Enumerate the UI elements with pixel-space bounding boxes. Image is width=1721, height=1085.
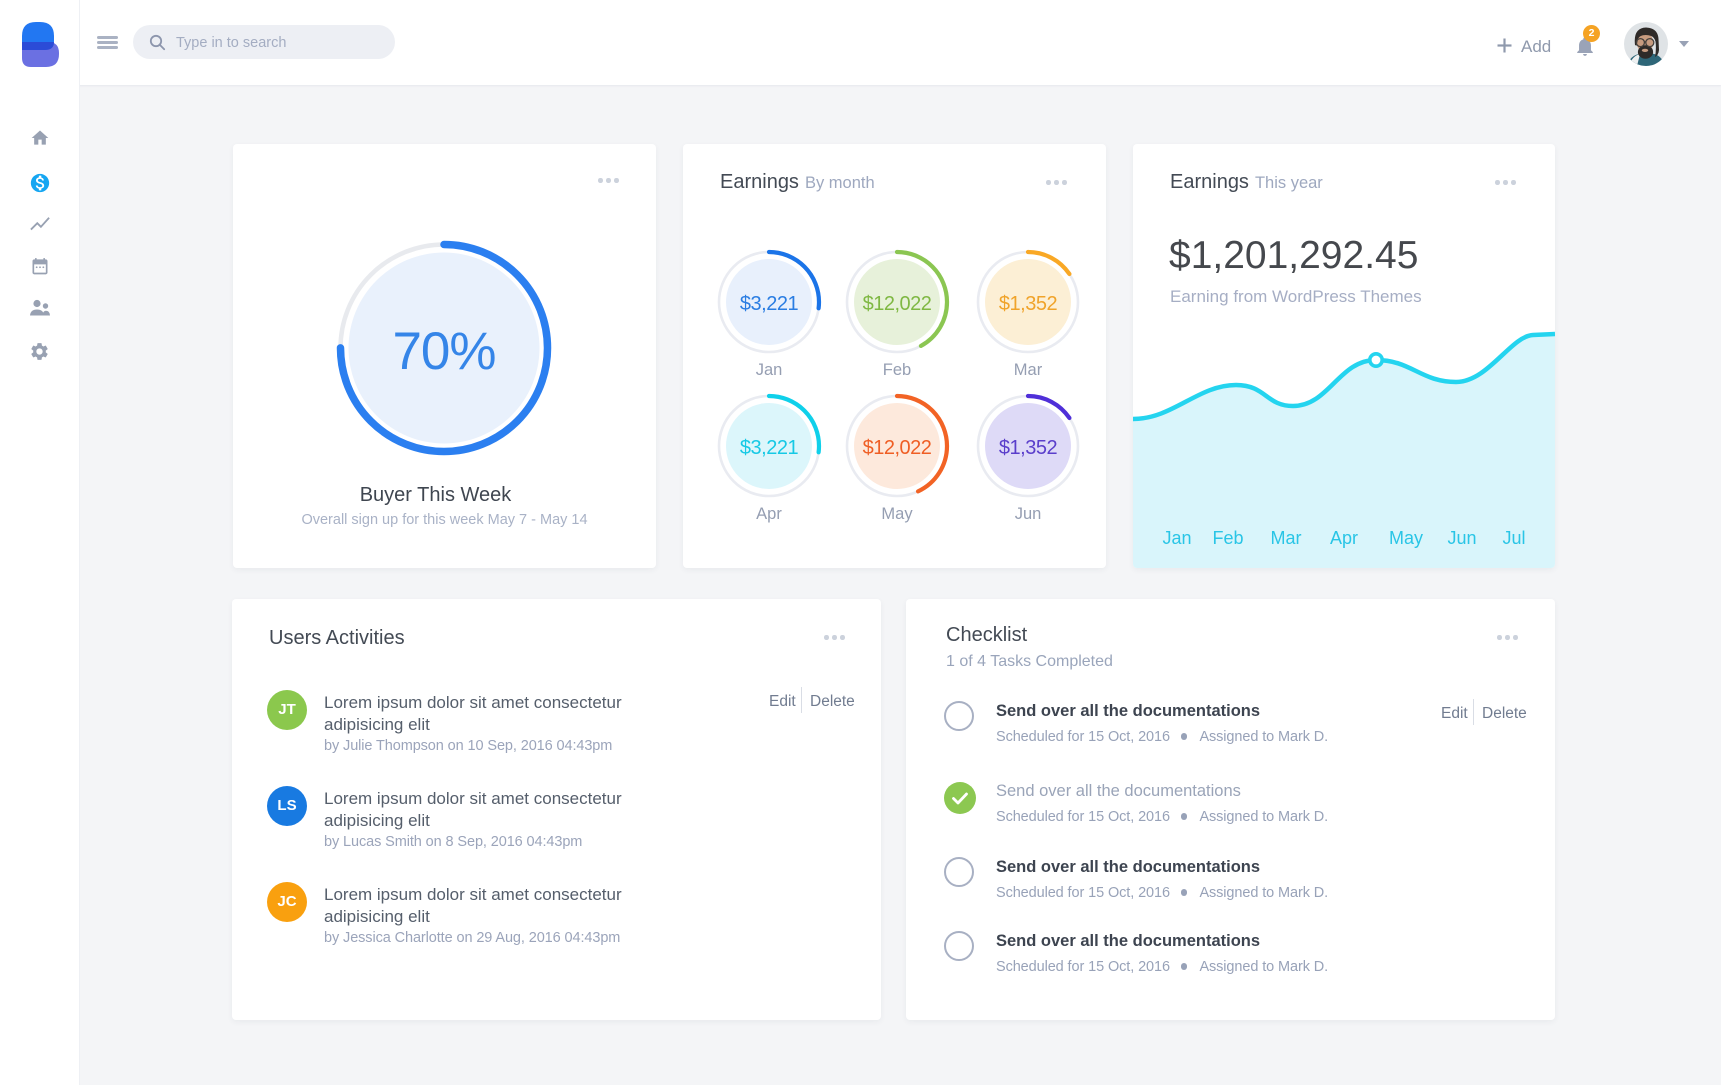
svg-text:Feb: Feb: [1212, 528, 1243, 548]
svg-text:70%: 70%: [392, 322, 495, 381]
svg-text:Mar: Mar: [1271, 528, 1302, 548]
svg-text:May: May: [1389, 528, 1423, 548]
svg-text:Jul: Jul: [1502, 528, 1525, 548]
svg-text:Apr: Apr: [1330, 528, 1358, 548]
svg-text:Jan: Jan: [1162, 528, 1191, 548]
svg-text:Jun: Jun: [1447, 528, 1476, 548]
